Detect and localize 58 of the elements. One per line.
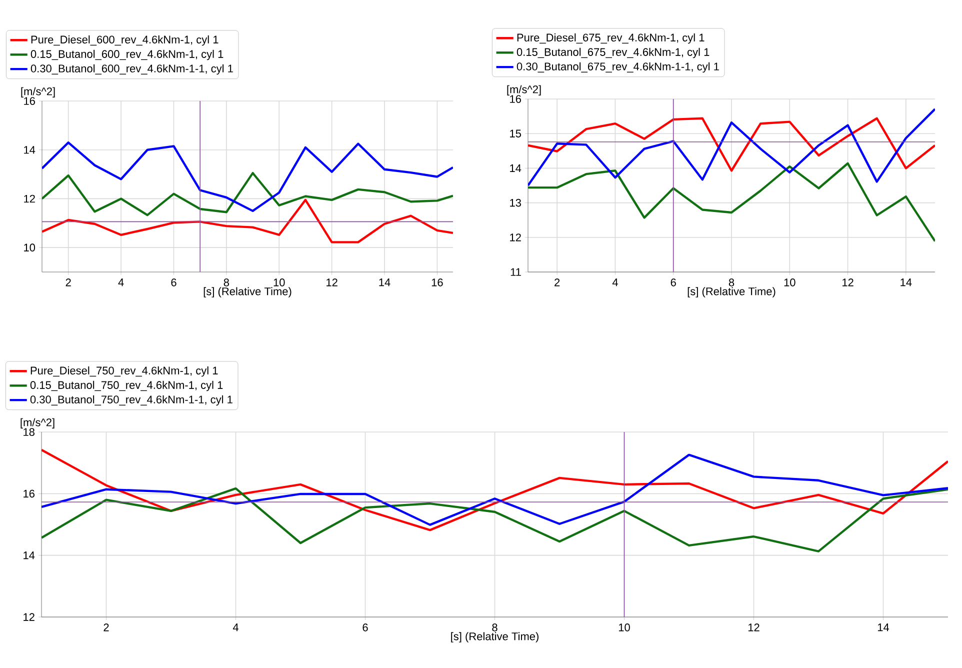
legend-label: Pure_Diesel_600_rev_4.6kNm-1, cyl 1	[31, 35, 218, 46]
legend-label: 0.15_Butanol_600_rev_4.6kNm-1, cyl 1	[30, 50, 224, 60]
y-tick-label: 12	[510, 234, 521, 242]
x-tick-label: 10	[784, 278, 796, 286]
y-tick-label: 16	[24, 97, 35, 105]
y-tick-label: 18	[24, 428, 34, 436]
y-tick-label: 12	[24, 194, 35, 203]
x-tick-label: 4	[118, 278, 124, 286]
x-axis-title: [s] (Relative Time)	[204, 287, 292, 298]
x-tick-label: 12	[748, 624, 760, 632]
y-tick-label: 13	[510, 198, 521, 207]
y-tick-label: 11	[510, 268, 521, 276]
x-tick-label: 2	[104, 624, 109, 632]
x-tick-label: 10	[274, 278, 285, 286]
x-tick-label: 8	[492, 624, 498, 632]
x-tick-label: 6	[670, 278, 676, 286]
line-series	[42, 141, 454, 212]
y-tick-label: 16	[24, 490, 34, 498]
legend-label: 0.30_Butanol_750_rev_4.6kNm-1-1, cyl 1	[30, 395, 232, 406]
x-tick-label: 12	[326, 278, 338, 286]
y-axis-title: [m/s^2]	[507, 85, 541, 96]
x-axis-title: [s] (Relative Time)	[688, 287, 776, 298]
x-tick-label: 14	[878, 624, 890, 632]
x-tick-label: 2	[554, 278, 560, 286]
y-tick-label: 12	[24, 613, 34, 621]
y-axis-title: [m/s^2]	[20, 418, 54, 428]
legend-label: 0.15_Butanol_750_rev_4.6kNm-1, cyl 1	[30, 380, 223, 392]
legend-label: 0.15_Butanol_675_rev_4.6kNm-1, cyl 1	[516, 48, 710, 58]
x-tick-label: 6	[362, 624, 368, 632]
line-series	[528, 108, 936, 187]
x-tick-label: 12	[842, 278, 854, 286]
x-tick-label: 4	[612, 278, 618, 286]
y-tick-label: 10	[24, 244, 36, 252]
line-series	[528, 117, 936, 172]
x-tick-label: 4	[232, 624, 238, 632]
y-tick-label: 15	[510, 130, 521, 138]
x-tick-label: 2	[66, 278, 71, 286]
legend-label: 0.30_Butanol_675_rev_4.6kNm-1-1, cyl 1	[516, 62, 719, 73]
legend-label: Pure_Diesel_750_rev_4.6kNm-1, cyl 1	[30, 366, 218, 377]
y-tick-label: 14	[24, 552, 35, 560]
y-tick-label: 16	[510, 95, 521, 103]
y-axis-title: [m/s^2]	[21, 87, 55, 98]
x-tick-label: 16	[432, 278, 443, 286]
x-tick-label: 14	[379, 278, 390, 286]
legend-label: Pure_Diesel_675_rev_4.6kNm-1, cyl 1	[517, 33, 704, 44]
x-axis-title: [s] (Relative Time)	[451, 632, 538, 642]
legend-label: 0.30_Butanol_600_rev_4.6kNm-1-1, cyl 1	[30, 64, 233, 75]
x-tick-label: 8	[224, 278, 229, 286]
x-tick-label: 8	[728, 278, 734, 286]
y-tick-label: 14	[24, 146, 36, 154]
x-tick-label: 10	[618, 624, 630, 632]
line-series	[42, 198, 454, 244]
x-tick-label: 14	[900, 278, 912, 286]
x-tick-label: 6	[171, 278, 176, 286]
line-series	[528, 162, 936, 242]
line-series	[42, 487, 948, 552]
y-tick-label: 14	[510, 164, 522, 172]
line-series	[42, 172, 454, 216]
